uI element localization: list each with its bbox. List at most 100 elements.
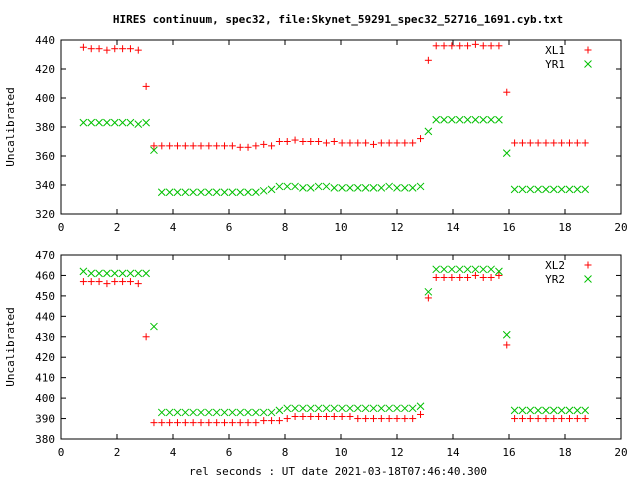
bottom-data-point-yr2 — [369, 404, 378, 413]
top-data-point-xl1 — [464, 42, 472, 50]
top-data-point-xl1 — [95, 45, 103, 53]
bottom-data-point-xl2 — [268, 417, 276, 425]
top-x-tick-label: 16 — [502, 221, 515, 234]
top-data-point-xl1 — [432, 42, 440, 50]
bottom-data-point-xl2 — [558, 415, 566, 423]
top-data-point-yr1 — [118, 118, 127, 127]
top-data-point-yr1 — [95, 118, 103, 127]
top-data-point-xl1 — [542, 139, 550, 147]
bottom-data-point-xl2 — [424, 294, 432, 302]
top-data-point-yr1 — [385, 182, 394, 191]
bottom-y-axis-label: Uncalibrated — [4, 307, 17, 386]
bottom-legend-label-yr2: YR2 — [545, 273, 565, 286]
top-data-point-yr1 — [103, 118, 111, 127]
top-data-point-yr1 — [393, 184, 401, 192]
top-data-point-yr1 — [87, 118, 96, 127]
bottom-y-tick-label: 440 — [35, 310, 55, 323]
bottom-data-point-xl2 — [299, 413, 307, 421]
bottom-data-point-yr2 — [118, 269, 127, 278]
bottom-series-xl2 — [79, 271, 589, 427]
top-data-point-xl1 — [401, 139, 409, 147]
bottom-y-tick-label: 460 — [35, 269, 55, 282]
bottom-y-tick-label: 410 — [35, 372, 55, 385]
top-data-point-xl1 — [79, 43, 87, 51]
top-data-point-yr1 — [150, 146, 158, 155]
bottom-data-point-xl2 — [346, 413, 354, 421]
top-data-point-xl1 — [134, 46, 142, 54]
top-data-point-yr1 — [79, 118, 88, 127]
top-y-tick-label: 400 — [35, 92, 55, 105]
bottom-data-point-xl2 — [369, 415, 377, 423]
top-series-xl1 — [79, 40, 589, 151]
top-data-point-yr1 — [314, 182, 323, 191]
bottom-data-point-yr2 — [220, 408, 229, 417]
top-data-point-yr1 — [181, 188, 190, 197]
top-data-point-xl1 — [362, 139, 370, 147]
bottom-data-point-xl2 — [260, 417, 268, 425]
bottom-data-point-yr2 — [165, 408, 174, 417]
bottom-data-point-xl2 — [377, 415, 385, 423]
bottom-data-point-xl2 — [432, 273, 440, 281]
top-data-point-yr1 — [212, 188, 221, 197]
bottom-data-point-xl2 — [464, 273, 472, 281]
top-data-point-xl1 — [205, 142, 213, 150]
top-data-point-xl1 — [181, 142, 189, 150]
bottom-data-point-xl2 — [205, 419, 213, 427]
top-x-tick-label: 14 — [446, 221, 460, 234]
bottom-data-point-xl2 — [119, 278, 127, 286]
bottom-x-tick-label: 10 — [334, 446, 347, 459]
top-data-point-yr1 — [377, 184, 386, 192]
bottom-x-tick-label: 16 — [502, 446, 515, 459]
bottom-data-point-xl2 — [315, 413, 323, 421]
top-data-point-xl1 — [550, 139, 558, 147]
bottom-data-point-yr2 — [424, 287, 433, 296]
top-data-point-yr1 — [173, 188, 182, 197]
bottom-data-point-xl2 — [173, 419, 181, 427]
bottom-data-point-yr2 — [157, 408, 166, 417]
top-data-point-xl1 — [526, 139, 534, 147]
bottom-data-point-xl2 — [550, 415, 558, 423]
bottom-x-tick-label: 8 — [282, 446, 289, 459]
bottom-x-tick-label: 14 — [446, 446, 460, 459]
top-data-point-yr1 — [471, 115, 480, 124]
bottom-data-point-yr2 — [416, 402, 425, 411]
bottom-legend-label-xl2: XL2 — [545, 259, 565, 272]
top-data-point-xl1 — [299, 138, 307, 145]
bottom-data-point-yr2 — [314, 404, 323, 413]
bottom-data-point-xl2 — [534, 415, 542, 423]
top-data-point-xl1 — [221, 142, 229, 150]
top-data-point-yr1 — [361, 184, 370, 192]
bottom-data-point-yr2 — [526, 406, 535, 415]
bottom-y-tick-label: 420 — [35, 351, 55, 364]
bottom-data-point-yr2 — [79, 267, 88, 276]
bottom-x-tick-label: 18 — [558, 446, 571, 459]
top-panel: 0 2 4 6 8 10 12 14 16 18 20 320 340 360 380 400 420 440 Un… — [4, 34, 628, 234]
top-data-point-yr1 — [259, 186, 268, 195]
top-data-point-xl1 — [456, 42, 464, 50]
bottom-y-tick-label: 380 — [35, 433, 55, 446]
bottom-data-point-yr2 — [346, 404, 354, 413]
top-data-point-yr1 — [197, 188, 205, 197]
bottom-x-tick-label: 12 — [390, 446, 403, 459]
bottom-data-point-xl2 — [111, 278, 119, 286]
top-data-point-yr1 — [542, 185, 550, 194]
top-data-point-yr1 — [283, 182, 292, 191]
bottom-data-point-yr2 — [322, 404, 331, 413]
bottom-data-point-yr2 — [212, 408, 221, 417]
top-data-point-yr1 — [487, 115, 495, 124]
bottom-data-point-xl2 — [79, 278, 87, 286]
bottom-data-point-yr2 — [204, 408, 213, 417]
top-data-point-xl1 — [103, 46, 111, 54]
top-data-point-xl1 — [119, 45, 127, 53]
bottom-y-tick-label: 430 — [35, 331, 55, 344]
top-data-point-yr1 — [126, 118, 135, 127]
top-data-point-xl1 — [330, 138, 338, 145]
bottom-data-point-xl2 — [244, 419, 252, 427]
top-data-point-xl1 — [244, 143, 252, 151]
bottom-data-point-yr2 — [518, 406, 527, 415]
bottom-data-point-xl2 — [503, 341, 511, 349]
bottom-legend-marker-xl2 — [584, 261, 592, 269]
bottom-data-point-yr2 — [479, 265, 488, 274]
top-data-point-yr1 — [338, 184, 346, 192]
